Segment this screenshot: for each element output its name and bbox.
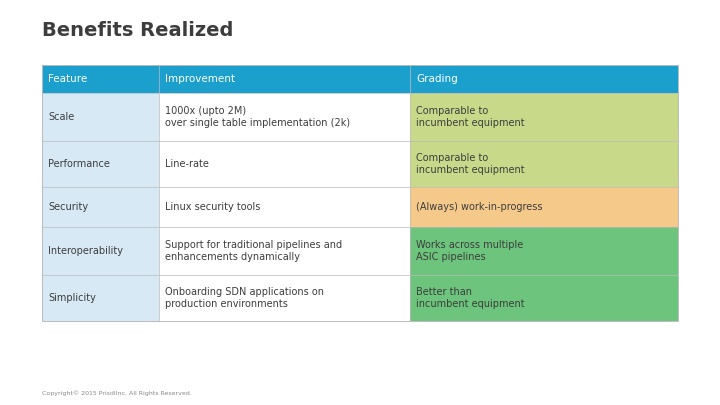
Text: Interoperability: Interoperability xyxy=(48,246,123,256)
Text: Feature: Feature xyxy=(48,74,87,84)
Bar xyxy=(159,275,410,321)
Text: Onboarding SDN applications on
production environments: Onboarding SDN applications on productio… xyxy=(165,287,324,309)
Text: Grading: Grading xyxy=(416,74,458,84)
Text: Better than
incumbent equipment: Better than incumbent equipment xyxy=(416,287,525,309)
Text: Improvement: Improvement xyxy=(165,74,235,84)
Bar xyxy=(42,65,678,321)
Text: Line-rate: Line-rate xyxy=(165,159,209,169)
Text: Performance: Performance xyxy=(48,159,110,169)
Bar xyxy=(42,93,159,141)
Bar xyxy=(410,187,678,227)
Bar xyxy=(42,187,159,227)
Bar xyxy=(159,93,410,141)
Text: Comparable to
incumbent equipment: Comparable to incumbent equipment xyxy=(416,106,525,128)
Bar xyxy=(410,93,678,141)
Text: Benefits Realized: Benefits Realized xyxy=(42,21,233,40)
Bar xyxy=(410,227,678,275)
Text: Security: Security xyxy=(48,202,88,212)
Text: Support for traditional pipelines and
enhancements dynamically: Support for traditional pipelines and en… xyxy=(165,240,342,262)
Bar xyxy=(410,275,678,321)
Bar xyxy=(159,187,410,227)
Text: Linux security tools: Linux security tools xyxy=(165,202,261,212)
Bar xyxy=(42,275,159,321)
Text: Scale: Scale xyxy=(48,112,74,122)
Bar xyxy=(42,141,159,187)
Text: Copyright© 2015 PrisdiInc. All Rights Reserved.: Copyright© 2015 PrisdiInc. All Rights Re… xyxy=(42,390,192,396)
Text: Simplicity: Simplicity xyxy=(48,293,96,303)
Text: Works across multiple
ASIC pipelines: Works across multiple ASIC pipelines xyxy=(416,240,523,262)
Bar xyxy=(410,141,678,187)
Bar xyxy=(159,141,410,187)
Bar xyxy=(42,65,678,93)
Bar xyxy=(42,227,159,275)
Text: (Always) work-in-progress: (Always) work-in-progress xyxy=(416,202,542,212)
Text: Comparable to
incumbent equipment: Comparable to incumbent equipment xyxy=(416,153,525,175)
Bar xyxy=(159,227,410,275)
Text: 1000x (upto 2M)
over single table implementation (2k): 1000x (upto 2M) over single table implem… xyxy=(165,106,350,128)
